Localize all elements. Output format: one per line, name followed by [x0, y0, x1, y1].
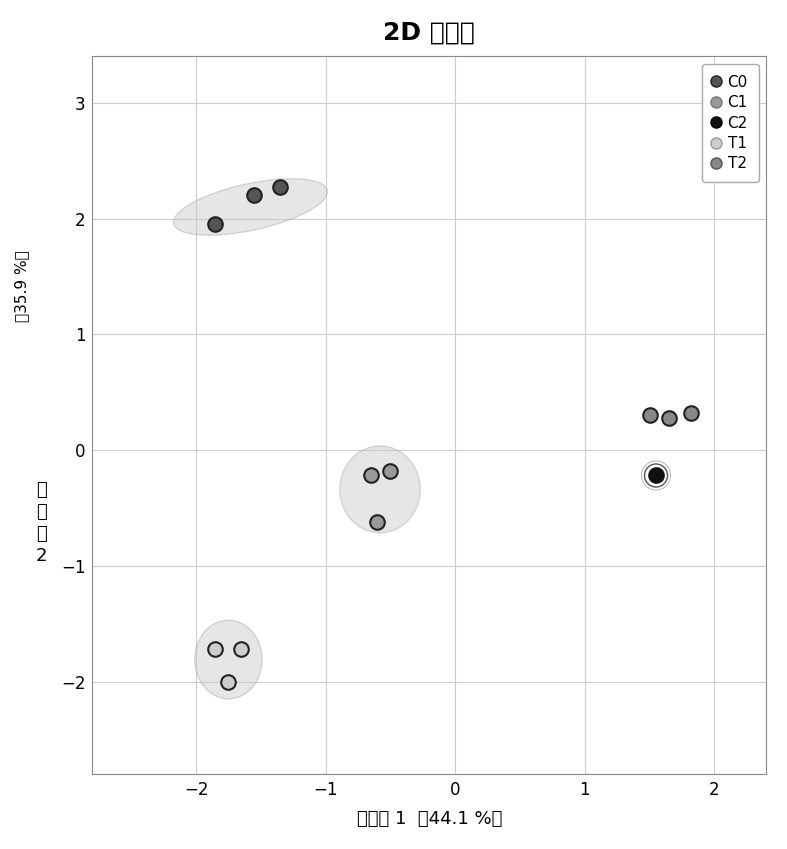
Point — [371, 515, 384, 529]
Ellipse shape — [340, 446, 420, 533]
Point — [650, 469, 663, 482]
Point — [663, 411, 675, 424]
X-axis label: 主成分 1  （44.1 %）: 主成分 1 （44.1 %） — [357, 810, 502, 828]
Point — [248, 188, 260, 202]
Point — [650, 469, 663, 482]
Title: 2D 分数图: 2D 分数图 — [383, 21, 475, 45]
Point — [209, 217, 222, 231]
Point — [274, 181, 286, 194]
Point — [209, 643, 222, 656]
Point — [235, 643, 248, 656]
Ellipse shape — [194, 620, 262, 699]
Point — [222, 675, 235, 689]
Text: （35.9 %）: （35.9 %） — [14, 250, 29, 322]
Point — [364, 469, 377, 482]
Point — [643, 408, 656, 422]
Point — [685, 406, 697, 419]
Ellipse shape — [173, 179, 327, 235]
Point — [650, 469, 663, 482]
Text: 主
成
分
2: 主 成 分 2 — [36, 481, 47, 565]
Point — [384, 464, 397, 478]
Legend: C0, C1, C2, T1, T2: C0, C1, C2, T1, T2 — [702, 65, 759, 182]
